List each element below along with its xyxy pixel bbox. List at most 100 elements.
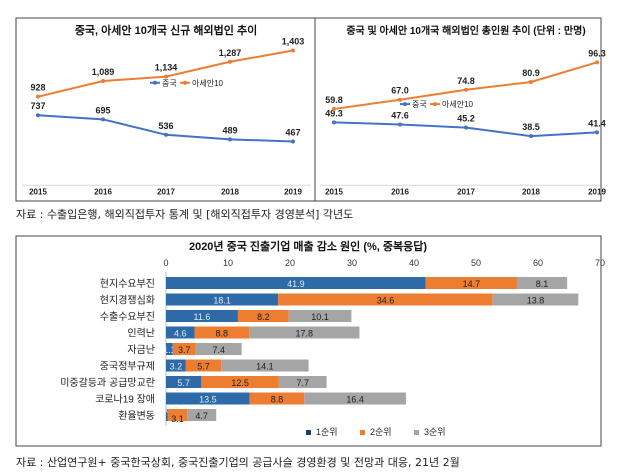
bar-value-label: 5.7 bbox=[177, 378, 190, 388]
chart-title: 중국 및 아세안 10개국 해외법인 총인원 추이 (단위 : 만명) bbox=[346, 24, 585, 37]
category-label: 현지경쟁심화 bbox=[100, 294, 155, 307]
legend-label: 아세안10 bbox=[442, 99, 474, 109]
data-point bbox=[595, 60, 599, 65]
x-tick-label: 30 bbox=[347, 258, 357, 268]
bar-value-label: 8.8 bbox=[216, 329, 229, 339]
category-label: 인력난 bbox=[127, 328, 155, 340]
data-point bbox=[101, 79, 105, 84]
bar-segment bbox=[249, 392, 305, 405]
legend-label: 1순위 bbox=[316, 427, 338, 437]
x-tick-label: 2019 bbox=[588, 187, 606, 196]
legend-marker bbox=[183, 80, 187, 85]
x-tick-label: 2018 bbox=[221, 187, 239, 196]
data-point bbox=[398, 97, 402, 102]
data-label: 80.9 bbox=[522, 68, 540, 78]
data-label: 1,403 bbox=[282, 36, 305, 46]
data-point bbox=[101, 117, 105, 122]
data-label: 467 bbox=[285, 128, 300, 138]
bar-segment bbox=[166, 409, 168, 421]
data-label: 67.0 bbox=[391, 86, 409, 96]
data-label: 49.3 bbox=[325, 108, 343, 118]
bar-segment bbox=[166, 359, 186, 372]
bar-segment bbox=[516, 277, 568, 289]
category-label: 자금난 bbox=[127, 344, 155, 356]
data-point bbox=[228, 137, 232, 142]
legend-swatch bbox=[306, 430, 311, 435]
data-point bbox=[464, 87, 468, 92]
x-tick-label: 50 bbox=[471, 258, 481, 268]
bar-segment bbox=[425, 277, 517, 289]
bar-value-label: 7.4 bbox=[212, 345, 225, 355]
x-tick-label: 2016 bbox=[391, 187, 409, 196]
bar-segment bbox=[288, 310, 352, 322]
data-point bbox=[529, 134, 533, 139]
bar-segment bbox=[237, 310, 289, 322]
category-label: 중국정부규제 bbox=[100, 361, 155, 373]
bar-segment bbox=[166, 343, 173, 355]
data-point bbox=[398, 122, 402, 127]
source-top: 자료 : 수출입은행, 해외직접투자 통계 및 [해외직접투자 경영분석] 각년… bbox=[16, 208, 354, 221]
data-label: 45.2 bbox=[457, 114, 475, 124]
legend-marker bbox=[433, 102, 437, 107]
x-tick-label: 2016 bbox=[94, 187, 112, 196]
bar-segment bbox=[304, 392, 406, 405]
bar-value-label: 14.7 bbox=[463, 279, 481, 289]
data-point bbox=[164, 132, 168, 137]
data-label: 695 bbox=[95, 105, 110, 115]
bar-value-label: 10.1 bbox=[311, 312, 329, 322]
data-label: 737 bbox=[30, 101, 45, 111]
category-label: 미중갈등과 공급망교란 bbox=[60, 376, 155, 389]
series-line-asean bbox=[37, 49, 294, 98]
bar-value-label: 4.6 bbox=[174, 329, 187, 339]
top-frame bbox=[15, 17, 602, 202]
data-point bbox=[36, 113, 40, 118]
data-point bbox=[291, 48, 295, 53]
bar-segment bbox=[166, 293, 279, 306]
bar-segment bbox=[166, 277, 426, 289]
legend-swatch bbox=[360, 430, 365, 435]
data-point bbox=[464, 125, 468, 130]
bar-value-label: 1.1 bbox=[163, 345, 176, 355]
data-label: 96.3 bbox=[588, 48, 606, 58]
category-label: 환율변동 bbox=[118, 410, 155, 422]
bar-value-label: 3.1 bbox=[171, 414, 184, 424]
bar-value-label: 14.1 bbox=[256, 362, 274, 372]
bar-value-label: 11.6 bbox=[194, 312, 211, 322]
x-tick-label: 0 bbox=[163, 258, 168, 268]
data-label: 928 bbox=[30, 83, 45, 93]
legend-swatch bbox=[414, 430, 419, 435]
bar-segment bbox=[167, 409, 188, 421]
x-tick-label: 10 bbox=[223, 258, 233, 268]
x-tick-label: 40 bbox=[409, 258, 419, 268]
x-tick-label: 2015 bbox=[325, 187, 343, 196]
bar-segment bbox=[194, 326, 250, 339]
x-tick-label: 2015 bbox=[29, 187, 47, 196]
bar-value-label: 16.4 bbox=[346, 395, 364, 405]
data-label: 536 bbox=[158, 121, 173, 131]
x-tick-label: 2019 bbox=[284, 187, 302, 196]
data-label: 41.4 bbox=[588, 118, 606, 128]
bar-segment bbox=[172, 343, 196, 355]
bar-segment bbox=[166, 392, 250, 405]
data-point bbox=[164, 74, 168, 79]
bar-segment bbox=[195, 343, 242, 355]
data-label: 59.8 bbox=[325, 95, 343, 105]
bar-segment bbox=[278, 376, 327, 388]
data-point bbox=[228, 59, 232, 64]
bar-value-label: 12.5 bbox=[231, 378, 249, 388]
legend-label: 중국 bbox=[162, 79, 177, 88]
bar-segment bbox=[278, 293, 493, 306]
chart-title: 중국, 아세안 10개국 신규 해외법인 추이 bbox=[75, 23, 257, 37]
bar-value-label: 13.5 bbox=[199, 395, 217, 405]
bar-segment bbox=[166, 376, 202, 388]
x-tick-label: 2017 bbox=[457, 187, 475, 196]
legend-marker bbox=[403, 102, 407, 107]
data-point bbox=[595, 130, 599, 135]
x-tick-label: 2018 bbox=[522, 187, 540, 196]
x-tick-label: 20 bbox=[285, 258, 295, 268]
data-label: 38.5 bbox=[522, 122, 540, 132]
data-label: 1,134 bbox=[155, 63, 178, 73]
legend-marker bbox=[153, 80, 157, 85]
bar-value-label: 8.1 bbox=[536, 279, 549, 289]
